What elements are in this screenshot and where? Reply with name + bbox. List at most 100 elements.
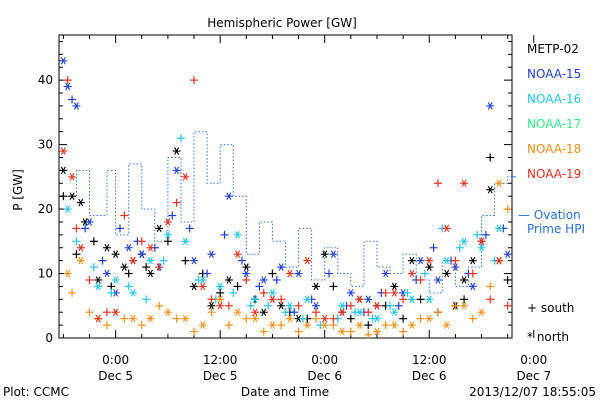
- data-point-north: [268, 295, 277, 304]
- data-point-north: [63, 82, 72, 91]
- data-point-south: [229, 288, 238, 297]
- star-d2: [296, 269, 302, 278]
- star-d2: [391, 308, 397, 316]
- data-point-north: [277, 263, 286, 271]
- data-point-south: [176, 134, 185, 143]
- data-point-north: [503, 250, 512, 258]
- data-point-north: [285, 301, 294, 310]
- data-point-north: [268, 321, 277, 329]
- star-d2: [95, 276, 101, 284]
- x-axis-label: Date and Time: [241, 385, 329, 399]
- star-d2: [278, 301, 284, 310]
- data-point-south: [120, 211, 129, 220]
- star-d2: [348, 289, 354, 297]
- data-point-south: [142, 263, 151, 272]
- star-d2: [444, 256, 450, 265]
- data-point-north: [425, 263, 434, 271]
- data-point-north: [442, 269, 451, 278]
- star-d2: [235, 308, 241, 316]
- star-d2: [226, 276, 232, 284]
- star-d2: [304, 256, 310, 265]
- data-point-north: [129, 314, 138, 323]
- star-d2: [182, 314, 188, 323]
- data-point-south: [481, 230, 490, 239]
- data-points: [59, 57, 512, 339]
- star-d2: [126, 243, 132, 252]
- star-d2: [339, 327, 345, 336]
- data-point-south: [429, 243, 438, 252]
- data-point-south: [451, 301, 460, 310]
- star-d2: [313, 301, 319, 310]
- star-d2: [365, 295, 371, 304]
- data-point-north: [303, 256, 312, 265]
- star-d2: [69, 173, 75, 181]
- legend-entry: NOAA-18: [527, 142, 581, 156]
- star-d2: [261, 276, 267, 284]
- data-point-north: [442, 224, 451, 233]
- data-point-north: [259, 276, 268, 284]
- x-tick-label: 12:00: [203, 353, 238, 367]
- star-d2: [208, 250, 214, 258]
- star-d2: [426, 256, 432, 265]
- data-point-north: [59, 147, 68, 155]
- star-d2: [391, 282, 397, 291]
- marker-key-entry: * north: [527, 330, 569, 344]
- star-d2: [269, 295, 275, 304]
- data-point-north: [355, 321, 364, 329]
- data-point-south: [59, 192, 68, 201]
- marker-key: + south * north: [527, 301, 574, 344]
- star-d2: [313, 282, 319, 291]
- data-point-south: [346, 314, 355, 323]
- data-point-north: [68, 192, 77, 200]
- data-point-south: [216, 288, 225, 297]
- star-d2: [461, 276, 467, 284]
- star-d2: [200, 282, 206, 291]
- data-point-south: [72, 224, 81, 233]
- data-point-south: [364, 321, 373, 330]
- data-point-south: [399, 327, 408, 336]
- star-d2: [487, 102, 493, 110]
- x-ticks: 0:00 Dec 5 12:00 Dec 5 0:00 Dec 6 12:00 Dec 6 0:…: [62, 35, 551, 383]
- data-point-north: [320, 314, 329, 323]
- x-tick-date: Dec 5: [98, 369, 133, 383]
- star-d2: [287, 269, 293, 278]
- star-d2: [69, 192, 75, 200]
- data-point-north: [76, 198, 85, 207]
- data-point-south: [185, 224, 194, 233]
- legend-entry: NOAA-16: [527, 92, 581, 106]
- data-point-north: [268, 289, 277, 297]
- star-d2: [505, 250, 511, 258]
- data-point-south: [181, 256, 190, 265]
- data-point-south: [325, 269, 334, 278]
- data-point-north: [460, 179, 469, 188]
- star-d2: [208, 301, 214, 310]
- x-tick-date: Dec 6: [307, 369, 342, 383]
- data-point-south: [142, 295, 151, 304]
- star-d2: [426, 263, 432, 271]
- data-point-south: [294, 301, 303, 310]
- star-d2: [113, 276, 119, 284]
- legend-entry: NOAA-19: [527, 167, 581, 181]
- star-d2: [226, 192, 232, 200]
- star-d2: [139, 250, 145, 258]
- data-point-south: [255, 282, 264, 291]
- data-point-south: [155, 263, 164, 272]
- data-point-north: [407, 295, 416, 304]
- data-point-north: [124, 243, 133, 252]
- data-point-north: [277, 301, 286, 310]
- star-d2: [304, 295, 310, 304]
- data-point-south: [72, 237, 81, 246]
- star-d2: [147, 314, 153, 323]
- data-point-north: [146, 269, 155, 278]
- data-point-south: [203, 269, 212, 278]
- data-point-north: [76, 243, 85, 252]
- data-point-north: [338, 301, 347, 310]
- data-point-south: [264, 301, 273, 310]
- data-point-north: [163, 308, 172, 316]
- star-d2: [60, 147, 66, 155]
- star-d2: [113, 289, 119, 297]
- star-d2: [461, 301, 467, 310]
- data-point-south: [190, 76, 199, 85]
- data-point-north: [111, 250, 120, 258]
- data-point-south: [207, 308, 216, 317]
